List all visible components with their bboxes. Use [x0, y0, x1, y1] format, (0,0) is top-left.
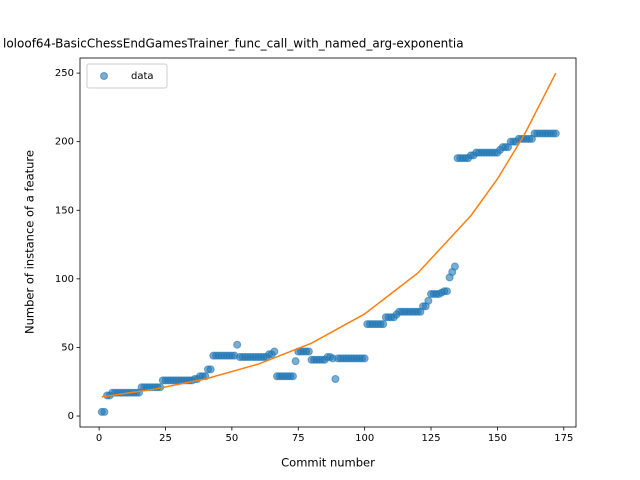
data-point — [304, 347, 313, 356]
y-tick-label: 150 — [55, 205, 74, 216]
data-point — [424, 296, 433, 305]
y-tick-label: 100 — [55, 274, 74, 285]
y-tick-label: 0 — [68, 411, 74, 422]
data-point — [360, 354, 369, 363]
legend-marker — [100, 72, 108, 80]
data-point — [551, 129, 560, 138]
data-point — [291, 357, 300, 366]
plot-frame — [79, 57, 577, 428]
plot-area — [97, 72, 560, 416]
data-point — [100, 407, 109, 416]
data-point — [270, 347, 279, 356]
fit-line — [101, 72, 557, 398]
data-point — [442, 287, 451, 296]
data-point — [331, 374, 340, 383]
y-axis-label: Number of instance of a feature — [23, 150, 37, 334]
y-tick-label: 250 — [55, 68, 74, 79]
data-point — [288, 372, 297, 381]
x-tick-label: 125 — [421, 433, 440, 444]
x-tick-label: 75 — [292, 433, 305, 444]
x-tick-label: 150 — [488, 433, 507, 444]
y-tick-label: 50 — [61, 342, 74, 353]
chart-title: loloof64-BasicChessEndGamesTrainer_func_… — [3, 37, 464, 51]
x-tick-label: 25 — [159, 433, 172, 444]
x-tick-label: 0 — [96, 433, 102, 444]
data-point — [379, 320, 388, 329]
x-axis-label: Commit number — [281, 456, 375, 470]
data-point — [233, 340, 242, 349]
x-tick-label: 175 — [554, 433, 573, 444]
data-point — [206, 365, 215, 374]
x-tick-label: 100 — [355, 433, 374, 444]
data-point — [450, 262, 459, 271]
y-tick-label: 200 — [55, 137, 74, 148]
x-tick-label: 50 — [226, 433, 239, 444]
legend-box — [86, 63, 168, 89]
legend-label: data — [131, 71, 154, 82]
